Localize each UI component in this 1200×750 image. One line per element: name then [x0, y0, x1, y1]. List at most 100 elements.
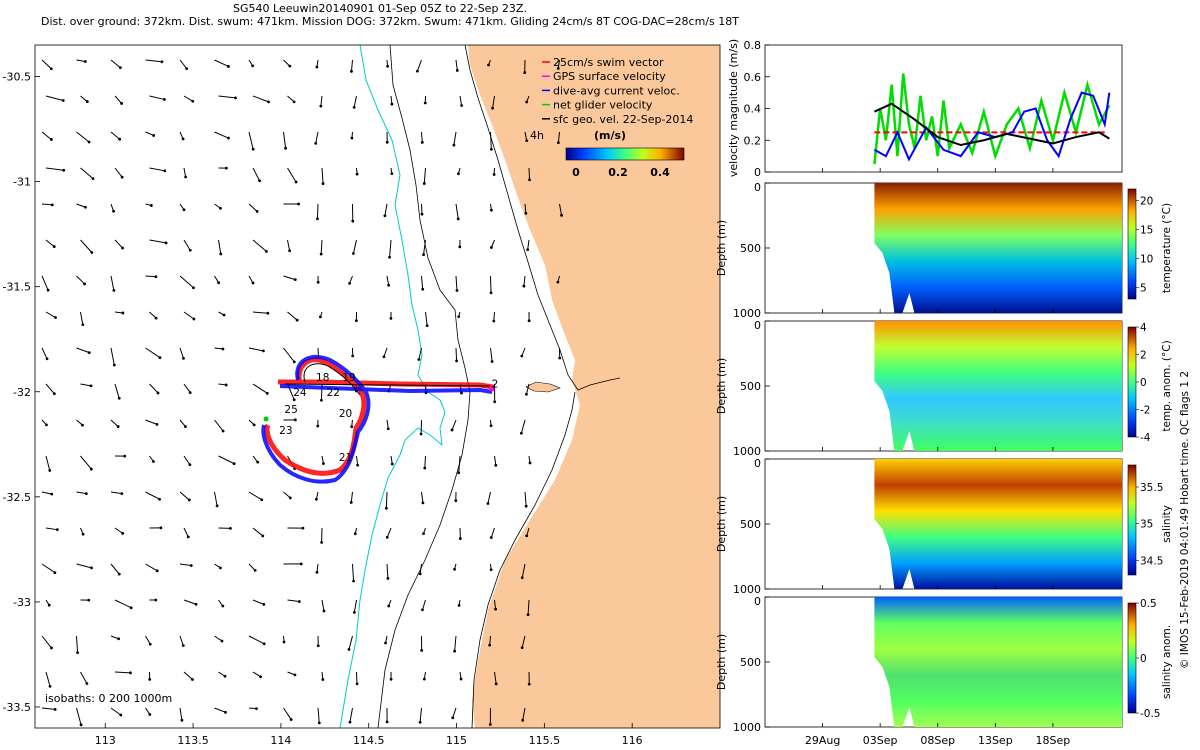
surface-current-arrowhead — [487, 63, 490, 67]
surface-current-arrow — [110, 491, 122, 495]
surface-current-arrowhead — [519, 431, 523, 435]
surface-current-arrow — [248, 131, 254, 150]
surface-current-arrow — [145, 275, 156, 278]
surface-current-arrowhead — [158, 497, 161, 501]
surface-current-arrowhead — [260, 498, 264, 502]
sfc-geo-vel-track — [284, 363, 491, 396]
surface-current-arrowhead — [266, 311, 270, 315]
surface-current-arrowhead — [47, 603, 51, 607]
surface-current-arrowhead — [261, 534, 265, 538]
surface-current-arrowhead — [220, 639, 224, 643]
surface-current-arrow — [557, 59, 560, 69]
surface-current-arrowhead — [422, 182, 426, 185]
surface-current-arrow — [110, 275, 115, 291]
surface-current-arrow — [559, 203, 563, 216]
surface-current-arrowhead — [221, 604, 225, 608]
surface-current-arrowhead — [148, 677, 152, 681]
isobath-1000m — [377, 45, 471, 728]
section-panel-temperature: 0 500 1000 Depth (m) 20 15 10 5 temperature (°C) — [715, 181, 1173, 320]
track-label: 18 — [316, 372, 329, 384]
surface-current-arrow — [214, 419, 224, 432]
section-colorbar-tick-label: 10 — [1140, 253, 1153, 265]
surface-current-arrowhead — [556, 66, 560, 70]
map-y-ticks: -30.5 -31 -31.5 -32 -32.5 -33 -33.5 — [3, 71, 40, 714]
surface-current-arrowhead — [155, 569, 159, 573]
surface-current-arrowhead — [79, 723, 83, 727]
surface-current-arrow — [183, 239, 191, 251]
surface-current-arrow — [114, 527, 123, 534]
surface-current-arrowhead — [152, 134, 156, 137]
surface-current-arrow — [149, 167, 165, 172]
surface-current-arrow — [145, 347, 161, 359]
surface-current-arrow — [45, 455, 51, 471]
section-colorbar-label: temp. anom. (°C) — [1161, 340, 1173, 431]
surface-current-arrowhead — [420, 212, 424, 216]
surface-current-arrowhead — [319, 252, 323, 256]
surface-current-arrow — [214, 491, 218, 506]
surface-current-arrowhead — [458, 245, 462, 249]
surface-current-arrow — [41, 563, 56, 574]
surface-current-arrow — [452, 707, 457, 718]
surface-current-arrow — [287, 95, 295, 103]
surface-current-arrowhead — [55, 528, 59, 532]
surface-current-arrow — [315, 131, 319, 144]
surface-current-arrow — [350, 491, 353, 503]
surface-current-arrowhead — [492, 319, 496, 323]
section-colorbar-tick-label: -0.5 — [1140, 708, 1161, 720]
surface-current-arrowhead — [222, 313, 226, 317]
surface-current-arrow — [321, 167, 324, 184]
track-label: 21 — [339, 452, 352, 464]
surface-current-arrow — [252, 167, 261, 182]
track-label: 20 — [339, 408, 352, 420]
surface-current-arrow — [423, 167, 426, 184]
surface-current-arrow — [419, 707, 422, 723]
surface-current-arrowhead — [192, 286, 195, 290]
surface-current-arrow — [41, 347, 48, 360]
surface-current-arrow — [248, 563, 256, 571]
surface-current-arrowhead — [382, 355, 386, 359]
surface-current-arrow — [76, 563, 92, 569]
surface-current-arrowhead — [316, 424, 320, 428]
surface-current-arrow — [145, 59, 163, 63]
section-colorbar-tick-label: 0.5 — [1140, 598, 1157, 610]
map-x-tick-label: 115.5 — [529, 734, 561, 747]
surface-current-arrow — [383, 347, 388, 357]
surface-current-arrowhead — [112, 288, 116, 292]
surface-current-arrowhead — [292, 398, 296, 402]
surface-current-arrowhead — [425, 324, 429, 328]
surface-current-arrowhead — [90, 251, 94, 254]
surface-current-arrowhead — [295, 318, 299, 322]
section-colorbar-tick-label: 20 — [1140, 196, 1153, 208]
surface-current-arrowhead — [76, 651, 79, 655]
surface-current-arrowhead — [50, 646, 53, 650]
surface-current-arrowhead — [52, 245, 56, 248]
surface-current-arrowhead — [421, 608, 424, 612]
surface-current-arrow — [386, 419, 389, 429]
surface-current-arrowhead — [117, 637, 121, 641]
section-y-tick-label: 1000 — [733, 721, 761, 734]
surface-current-arrowhead — [492, 173, 496, 176]
surface-current-arrowhead — [292, 360, 296, 364]
surface-current-arrowhead — [87, 598, 91, 602]
surface-current-arrowhead — [262, 349, 265, 353]
surface-current-arrowhead — [48, 469, 52, 472]
map-y-tick-label: -33.5 — [3, 701, 31, 714]
surface-current-arrow — [352, 239, 357, 254]
surface-current-arrowhead — [384, 506, 388, 510]
surface-current-arrowhead — [289, 718, 293, 721]
surface-current-arrow — [114, 95, 122, 104]
surface-current-arrowhead — [48, 685, 52, 688]
surface-current-arrow — [317, 707, 320, 723]
surface-current-arrow — [356, 455, 359, 466]
section-colorbar-tick-label: 35.5 — [1140, 482, 1163, 494]
isobaths-label: isobaths: 0 200 1000m — [45, 692, 172, 705]
map-y-tick-label: -32.5 — [3, 491, 31, 504]
section-y-tick-label: 0 — [754, 319, 761, 332]
surface-current-arrowhead — [46, 288, 50, 292]
surface-current-arrow — [145, 563, 158, 572]
surface-current-arrow — [287, 239, 291, 251]
surface-current-arrow — [179, 275, 194, 289]
section-colorbar-tick-label: 2 — [1140, 350, 1147, 362]
